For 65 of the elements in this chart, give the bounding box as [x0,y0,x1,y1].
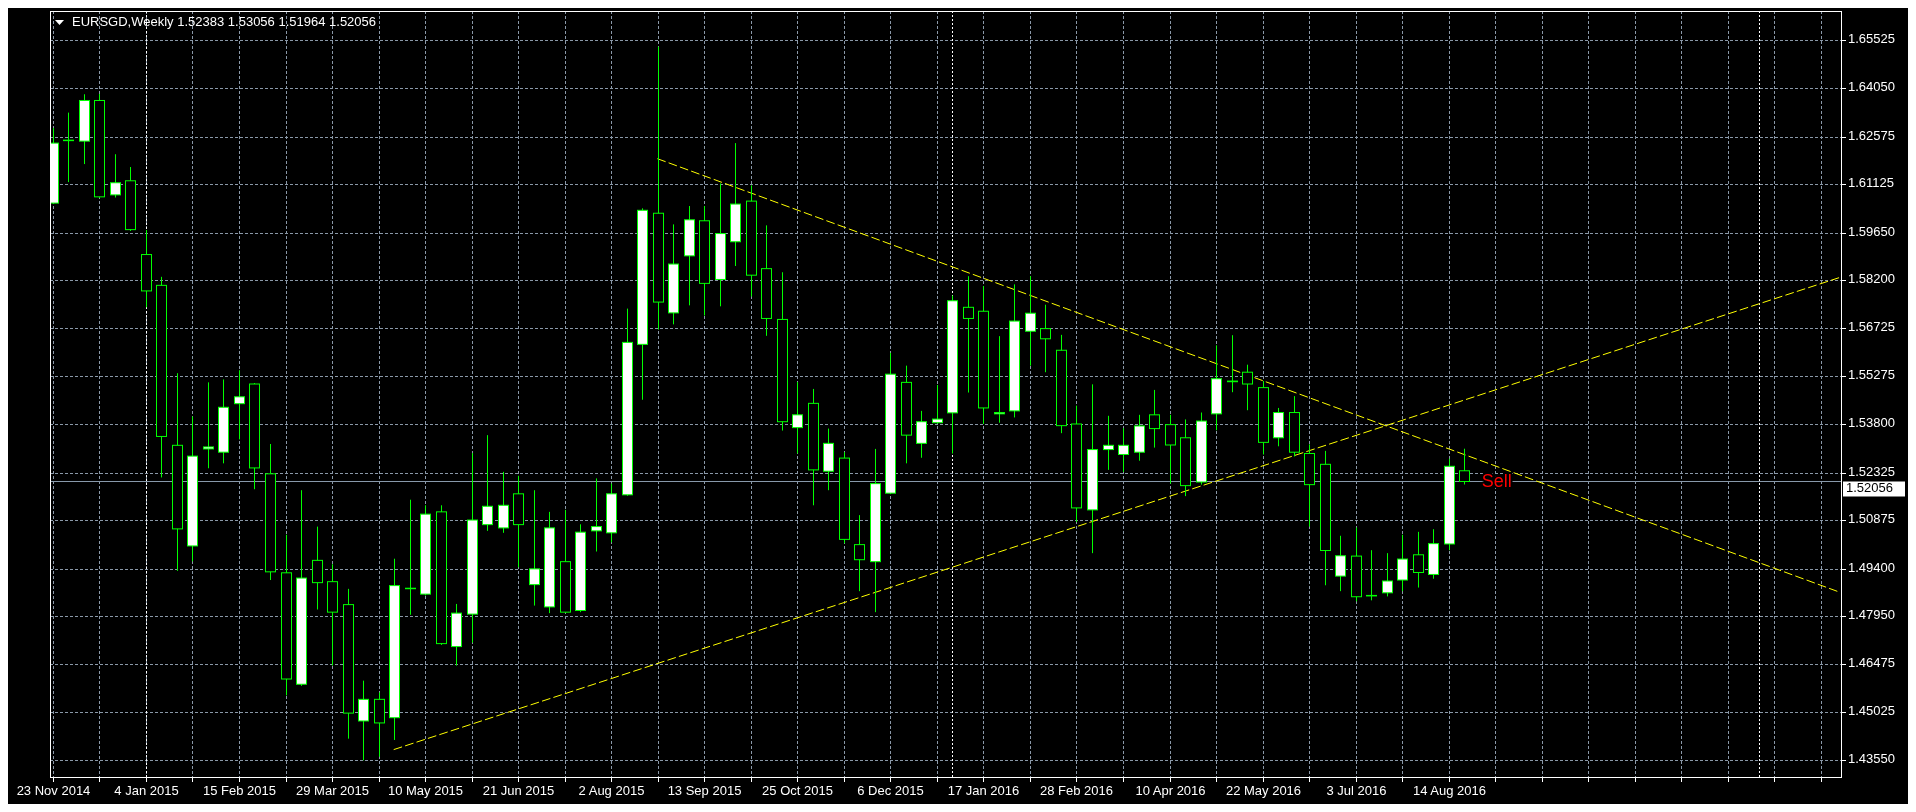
x-tick-label: 13 Sep 2015 [667,783,742,798]
candlestick [1118,427,1129,473]
x-tick-label: 22 May 2016 [1225,783,1302,798]
y-tick-label: 1.49400 [1848,559,1895,575]
y-tick-label: 1.53800 [1848,415,1895,431]
candlestick [358,680,369,761]
y-tick-label: 1.56725 [1848,319,1895,335]
x-tick-label: 6 Dec 2015 [857,783,924,798]
y-tick-label: 1.61125 [1848,175,1895,191]
y-tick-label: 1.62575 [1848,128,1895,144]
y-tick-label: 1.52325 [1848,464,1895,480]
y-tick-label: 1.55275 [1848,367,1895,383]
y-tick-label: 1.65525 [1848,31,1895,47]
candlestick [1227,334,1238,393]
candlestick [792,381,803,454]
chart-title: EURSGD,Weekly 1.52383 1.53056 1.51964 1.52056 [72,14,377,30]
x-tick-label: 10 May 2015 [387,783,464,798]
candlestick [1040,304,1051,373]
x-tick-label: 29 Mar 2015 [296,783,369,798]
candlestick [1165,414,1176,485]
x-tick-label: 21 Jun 2015 [482,783,555,798]
candlestick [1335,535,1346,592]
candlestick [110,153,121,199]
candlestick [374,691,385,758]
candlestick [1397,534,1408,592]
candlestick [1103,415,1114,471]
y-tick-label: 1.50875 [1848,511,1895,527]
candlestick [498,471,509,534]
candlestick [1242,364,1253,411]
y-tick-label: 1.43550 [1848,751,1895,767]
x-tick-label: 23 Nov 2014 [16,783,91,798]
x-tick-label: 25 Oct 2015 [762,783,833,798]
candlestick [932,384,943,425]
y-tick-label: 1.58200 [1848,271,1895,287]
candlestick [994,335,1005,424]
y-tick-label: 1.59650 [1848,224,1895,240]
candlestick [63,112,74,183]
candlestick [529,489,540,607]
ref-line-label: 1.52056 [1846,480,1893,496]
candlestick [203,381,214,469]
candlestick [482,434,493,532]
x-tick-label: 10 Apr 2016 [1135,783,1206,798]
candlestick [1025,275,1036,367]
y-tick-label: 1.45025 [1848,703,1895,719]
y-tick-label: 1.47950 [1848,607,1895,623]
x-tick-label: 17 Jan 2016 [947,783,1020,798]
x-tick-label: 2 Aug 2015 [578,783,645,798]
y-tick-label: 1.46475 [1848,655,1895,671]
candlestick [963,275,974,394]
candlestick [1413,531,1424,589]
x-tick-label: 14 Aug 2016 [1412,783,1487,798]
candlestick [916,410,927,459]
x-tick-label: 3 Jul 2016 [1326,783,1387,798]
candlestick [1366,549,1377,601]
y-tick-label: 1.64050 [1848,79,1895,95]
candlestick [1149,389,1160,449]
candlestick [854,514,865,592]
x-tick-label: 28 Feb 2016 [1039,783,1114,798]
x-tick-label: 15 Feb 2015 [202,783,277,798]
candlestick [1459,448,1470,486]
x-tick-label: 4 Jan 2015 [114,783,179,798]
candlestick [591,477,602,553]
candlestick [312,526,323,611]
candlestick [1382,552,1393,597]
candlestick [234,369,245,440]
